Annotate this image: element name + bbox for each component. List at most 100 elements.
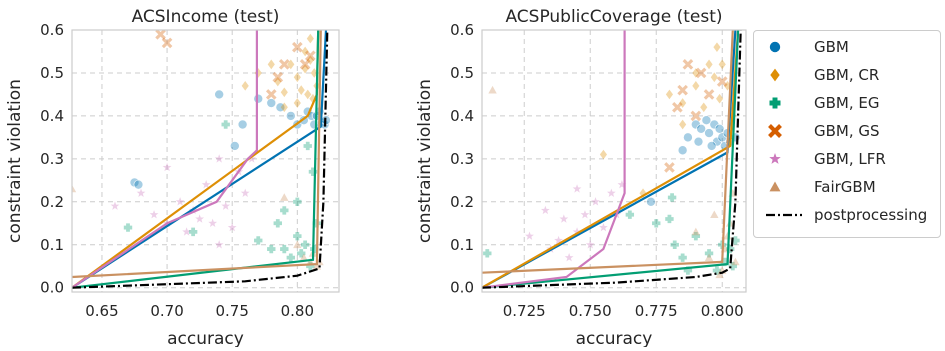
- data-point-fairgbm: [72, 184, 77, 193]
- y-tick-label: 0.5: [450, 64, 474, 82]
- data-point-gbm-cr: [297, 85, 305, 95]
- data-point-gbm-eg: [300, 240, 310, 249]
- data-point-gbm-cr: [287, 59, 295, 70]
- data-point-fairgbm: [488, 85, 497, 94]
- series-line-fairgbm: [482, 30, 734, 274]
- data-point-gbm-gs: [716, 76, 728, 87]
- legend-label: GBM, CR: [814, 66, 880, 84]
- x-tick-label: 0.75: [215, 302, 248, 320]
- triangle-marker-icon: [769, 181, 781, 192]
- data-point-gbm-eg: [725, 244, 735, 254]
- data-point-gbm: [714, 123, 725, 134]
- legend-label: FairGBM: [814, 178, 876, 196]
- data-point-gbm-lfr: [585, 240, 595, 249]
- y-axis-label: constraint violation: [5, 79, 25, 243]
- data-point-gbm-cr: [280, 87, 288, 98]
- data-point-gbm-eg: [280, 244, 289, 254]
- data-point-gbm-lfr: [599, 222, 608, 232]
- y-tick-label: 0.3: [450, 150, 474, 168]
- chart-panel-2: 0.725 0.750 0.775 0.800 0.0 0.1 0.2 0.3 0.4 0.5 0.…: [415, 7, 747, 349]
- data-point-gbm-cr: [274, 76, 282, 87]
- data-point-fairgbm: [731, 257, 740, 266]
- legend-item-fairgbm: FairGBM: [754, 176, 940, 198]
- data-point-gbm-lfr: [221, 201, 231, 210]
- data-point-gbm-cr: [705, 59, 713, 70]
- x-tick-label: 0.775: [635, 302, 678, 320]
- data-point-gbm-lfr: [564, 253, 574, 262]
- y-tick-label: 0.0: [40, 279, 64, 297]
- data-point-gbm-gs: [292, 41, 303, 53]
- data-point-gbm-eg: [267, 244, 276, 254]
- data-point-gbm-gs: [155, 30, 166, 40]
- legend-marker-swatch: [769, 97, 781, 109]
- data-point-fairgbm: [293, 240, 302, 249]
- data-point-gbm: [230, 141, 240, 151]
- data-point-gbm-cr: [665, 89, 674, 100]
- data-point-gbm-lfr: [175, 197, 185, 206]
- circle-marker-icon: [769, 41, 781, 53]
- data-point-gbm-lfr: [606, 188, 616, 197]
- data-point-gbm-gs: [305, 50, 316, 62]
- data-point-gbm: [677, 145, 688, 156]
- data-point-gbm-cr: [692, 81, 700, 91]
- data-point-gbm-gs: [161, 37, 173, 49]
- data-point-gbm-cr: [599, 149, 608, 160]
- chart-title: ACSIncome (test): [132, 7, 280, 27]
- data-point-gbm: [214, 89, 224, 100]
- front-lines: [482, 30, 742, 289]
- legend-item-gbm-lfr: GBM, LFR: [754, 148, 940, 170]
- data-point-gbm-eg: [306, 262, 315, 271]
- data-point-gbm-eg: [625, 210, 635, 219]
- data-point-gbm-cr: [293, 72, 301, 83]
- data-point-gbm-eg: [123, 223, 133, 232]
- x-tick-label: 0.800: [701, 302, 744, 320]
- data-point-gbm-eg: [293, 197, 302, 207]
- legend-marker-swatch: [770, 68, 780, 82]
- y-tick-label: 0.4: [40, 107, 64, 125]
- data-point-gbm: [693, 136, 704, 147]
- data-point-gbm-eg: [221, 120, 230, 129]
- data-point-gbm: [646, 197, 656, 207]
- data-point-gbm-eg: [308, 167, 318, 176]
- data-point-gbm-eg: [254, 236, 263, 245]
- series-line-gbm-eg: [482, 30, 740, 289]
- x-tick-label: 0.65: [85, 302, 118, 320]
- data-point-gbm-gs: [265, 89, 277, 100]
- data-point-gbm-eg: [683, 266, 693, 275]
- data-point-gbm-eg: [731, 236, 740, 245]
- data-point-gbm-cr: [723, 81, 732, 91]
- legend-label: GBM: [814, 38, 849, 56]
- data-point-gbm-cr: [718, 59, 726, 70]
- series-line-gbm: [72, 30, 328, 289]
- data-point-gbm-gs: [299, 59, 311, 70]
- legend-marker-swatch: [769, 181, 781, 192]
- data-point-gbm-lfr: [525, 231, 534, 240]
- plot-frame: [71, 29, 340, 293]
- data-point-gbm-lfr: [208, 218, 218, 228]
- data-point-gbm: [704, 128, 714, 138]
- data-point-gbm-eg: [280, 206, 289, 215]
- data-point-gbm-cr: [310, 68, 318, 78]
- dashdot-line-icon: [766, 213, 802, 217]
- chart-title: ACSPublicCoverage (test): [505, 7, 722, 27]
- front-lines: [72, 30, 329, 289]
- data-point-gbm-lfr: [247, 154, 257, 163]
- y-tick-label: 0.6: [450, 21, 474, 39]
- data-point-gbm-cr: [241, 81, 249, 91]
- x-axis-label: accuracy: [576, 329, 653, 347]
- data-point-gbm-cr: [301, 63, 309, 74]
- data-point-gbm-lfr: [572, 227, 582, 236]
- data-point-gbm-cr: [267, 59, 275, 70]
- diamond-marker-icon: [770, 68, 780, 82]
- y-tick-label: 0.5: [40, 64, 64, 82]
- data-point-gbm-cr: [306, 33, 314, 44]
- data-point-gbm: [706, 141, 717, 151]
- data-point-gbm: [701, 115, 712, 125]
- data-point-gbm-cr: [716, 93, 724, 104]
- data-point-gbm-lfr: [136, 188, 146, 197]
- series-line-gbm-lfr: [72, 30, 258, 289]
- data-point-gbm-eg: [667, 193, 677, 202]
- data-point-gbm-lfr: [572, 184, 582, 193]
- data-point-gbm-lfr: [554, 235, 563, 245]
- data-point-gbm-lfr: [214, 240, 224, 249]
